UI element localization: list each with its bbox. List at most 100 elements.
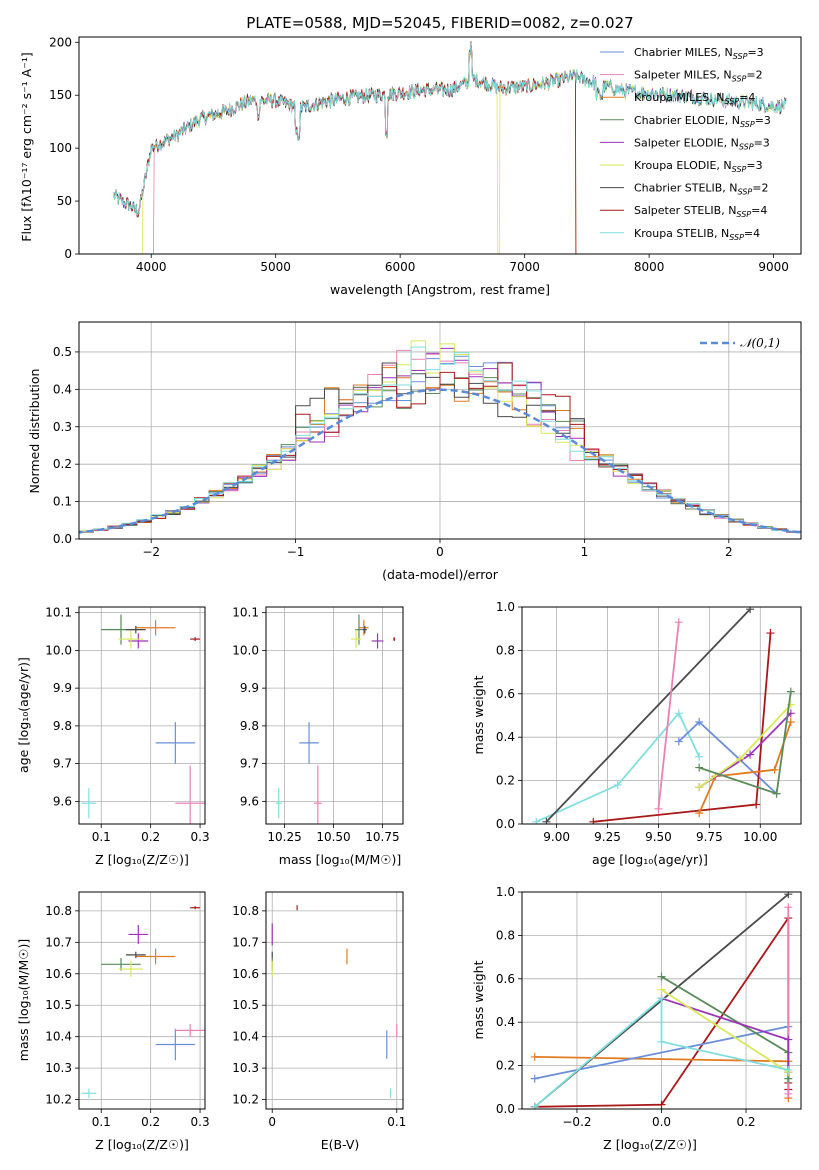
weight-marker: [784, 903, 793, 912]
weight-marker: [674, 737, 683, 746]
legend-label: Salpeter MILES, NSSP=2: [634, 69, 763, 84]
age-vs-metallicity-ylabel: age [log₁₀(age/yr)]: [16, 657, 31, 773]
weight-series-kroupa-stelib: [530, 994, 793, 1109]
errorbar-kroupa-elodie: [351, 629, 361, 649]
weight-series-chabrier-miles: [674, 718, 781, 798]
age-vs-metallicity-plot: 0.1 0.2 0.3 9.6 9.7 9.8 9.9 10.0 10.1: [45, 606, 209, 844]
weight-marker: [695, 718, 704, 727]
x-tick-label: 0.1: [92, 1115, 111, 1129]
x-tick-label: 9.25: [594, 830, 621, 844]
age-vs-mass-xlabel: mass [log₁₀(M/M☉)]: [279, 852, 401, 867]
errorbar-kroupa-elodie: [118, 629, 144, 649]
weight-marker: [657, 1037, 666, 1046]
weight-vs-age-plot: 9.00 9.25 9.50 9.75 10.00 0.0 0.2 0.4 0.6 0.8 1.0: [496, 600, 802, 844]
weight-line: [698, 703, 792, 788]
weight-marker: [695, 809, 704, 818]
weight-marker: [695, 752, 704, 761]
weight-marker: [532, 817, 541, 824]
histogram-salpeter-stelib: [79, 362, 801, 534]
y-tick-label: 0.0: [496, 1102, 515, 1116]
y-tick-label: 9.9: [240, 681, 259, 695]
weight-marker: [766, 629, 775, 638]
x-tick-label: 0.1: [92, 830, 111, 844]
weight-line: [593, 632, 772, 823]
y-tick-label: 9.7: [240, 757, 259, 771]
normal-curve: [79, 388, 801, 534]
weight-marker: [530, 1102, 539, 1109]
y-tick-label: 0.8: [496, 643, 515, 657]
weight-vs-metallicity-ylabel: mass weight: [471, 960, 486, 1039]
x-tick-label: 7000: [509, 260, 540, 274]
plot-area: [275, 614, 396, 824]
weight-marker: [657, 994, 666, 1003]
y-tick-label: 9.8: [53, 719, 72, 733]
axes-frame: [521, 606, 802, 825]
weight-marker: [735, 754, 744, 763]
axes-frame: [521, 891, 802, 1110]
weight-marker: [657, 985, 666, 994]
mass-vs-metallicity-xlabel: Z [log₁₀(Z/Z☉)]: [95, 1137, 189, 1152]
weight-marker: [530, 1052, 539, 1061]
weight-marker: [695, 763, 704, 772]
weight-line: [534, 996, 789, 1108]
x-tick-label: 9.50: [645, 830, 672, 844]
mass-vs-metallicity-plot: 0.1 0.2 0.3 10.2 10.3 10.4 10.5 10.6 10.7 10.8: [45, 891, 210, 1129]
x-tick-label: 0.3: [191, 830, 210, 844]
weight-series-kroupa-stelib: [532, 709, 704, 824]
y-tick-label: 100: [49, 141, 72, 155]
weight-vs-age-ylabel: mass weight: [471, 675, 486, 754]
y-tick-label: 10.1: [45, 606, 72, 620]
x-tick-label: 0.2: [141, 1115, 160, 1129]
legend-label: Salpeter STELIB, NSSP=4: [634, 204, 767, 219]
weight-line: [657, 622, 680, 809]
y-tick-label: 0.8: [496, 928, 515, 942]
plot-area: [271, 905, 398, 1098]
x-tick-label: 10.75: [365, 830, 399, 844]
legend-label: Kroupa MILES, NSSP=4: [634, 91, 755, 106]
y-tick-label: 0.4: [53, 382, 72, 396]
spectrum-line-kroupa-miles: [113, 43, 577, 254]
weight-marker: [784, 1035, 793, 1044]
legend-label: Chabrier STELIB, NSSP=2: [634, 182, 768, 197]
errorbar-salpeter-elodie: [128, 633, 149, 649]
errorbar-kroupa-miles: [358, 620, 369, 636]
weight-marker: [770, 765, 779, 774]
y-tick-label: 9.8: [240, 719, 259, 733]
residuals-plot: −2 −1 0 1 2 0.0 0.1 0.2 0.3 0.4 0.5: [53, 321, 802, 559]
weight-series-salpeter-elodie: [657, 994, 793, 1077]
x-tick-label: 9.00: [543, 830, 570, 844]
mass-vs-metallicity-ylabel: mass [log₁₀(M/M☉)]: [16, 939, 31, 1061]
errorbar-kroupa-miles: [135, 948, 176, 965]
age-vs-mass-plot: 10.25 10.50 10.75 9.6 9.7 9.8 9.9 10.0 10.1: [232, 606, 404, 844]
weight-series-kroupa-elodie: [657, 985, 793, 1077]
residuals-xlabel: (data-model)/error: [382, 567, 499, 582]
errorbar-salpeter-elodie: [371, 633, 384, 649]
weight-line: [535, 711, 701, 823]
mass-vs-ebv-xlabel: E(B-V): [321, 1137, 360, 1152]
x-tick-label: 9000: [758, 260, 789, 274]
x-tick-label: 2: [725, 545, 733, 559]
y-tick-label: 10.0: [45, 643, 72, 657]
weight-vs-age-xlabel: age [log₁₀(age/yr)]: [592, 852, 708, 867]
weight-marker: [654, 804, 663, 813]
weight-vs-metallicity-plot: −0.2 0.0 0.2 0.0 0.2 0.4 0.6 0.8 1.0: [496, 885, 802, 1129]
weight-series-chabrier-elodie: [695, 687, 795, 798]
x-tick-label: 0.3: [191, 1115, 210, 1129]
y-tick-label: 0.0: [53, 532, 72, 546]
y-tick-label: 0.6: [496, 687, 515, 701]
weight-marker: [746, 750, 755, 759]
age-vs-metallicity-xlabel: Z [log₁₀(Z/Z☉)]: [95, 852, 189, 867]
y-tick-label: 10.6: [45, 967, 72, 981]
weight-marker: [784, 892, 793, 899]
y-tick-label: 10.7: [45, 935, 72, 949]
y-tick-label: 10.6: [232, 967, 259, 981]
spectrum-xlabel: wavelength [Angstrom, rest frame]: [330, 282, 550, 297]
errorbar-salpeter-stelib: [393, 637, 396, 641]
spectrum-legend: Chabrier MILES, NSSP=3 Salpeter MILES, NS…: [600, 46, 771, 242]
y-tick-label: 10.5: [232, 998, 259, 1012]
weight-marker: [589, 817, 598, 824]
y-tick-label: 0.4: [496, 1015, 515, 1029]
y-tick-label: 0.6: [496, 972, 515, 986]
y-tick-label: 10.1: [232, 606, 259, 620]
